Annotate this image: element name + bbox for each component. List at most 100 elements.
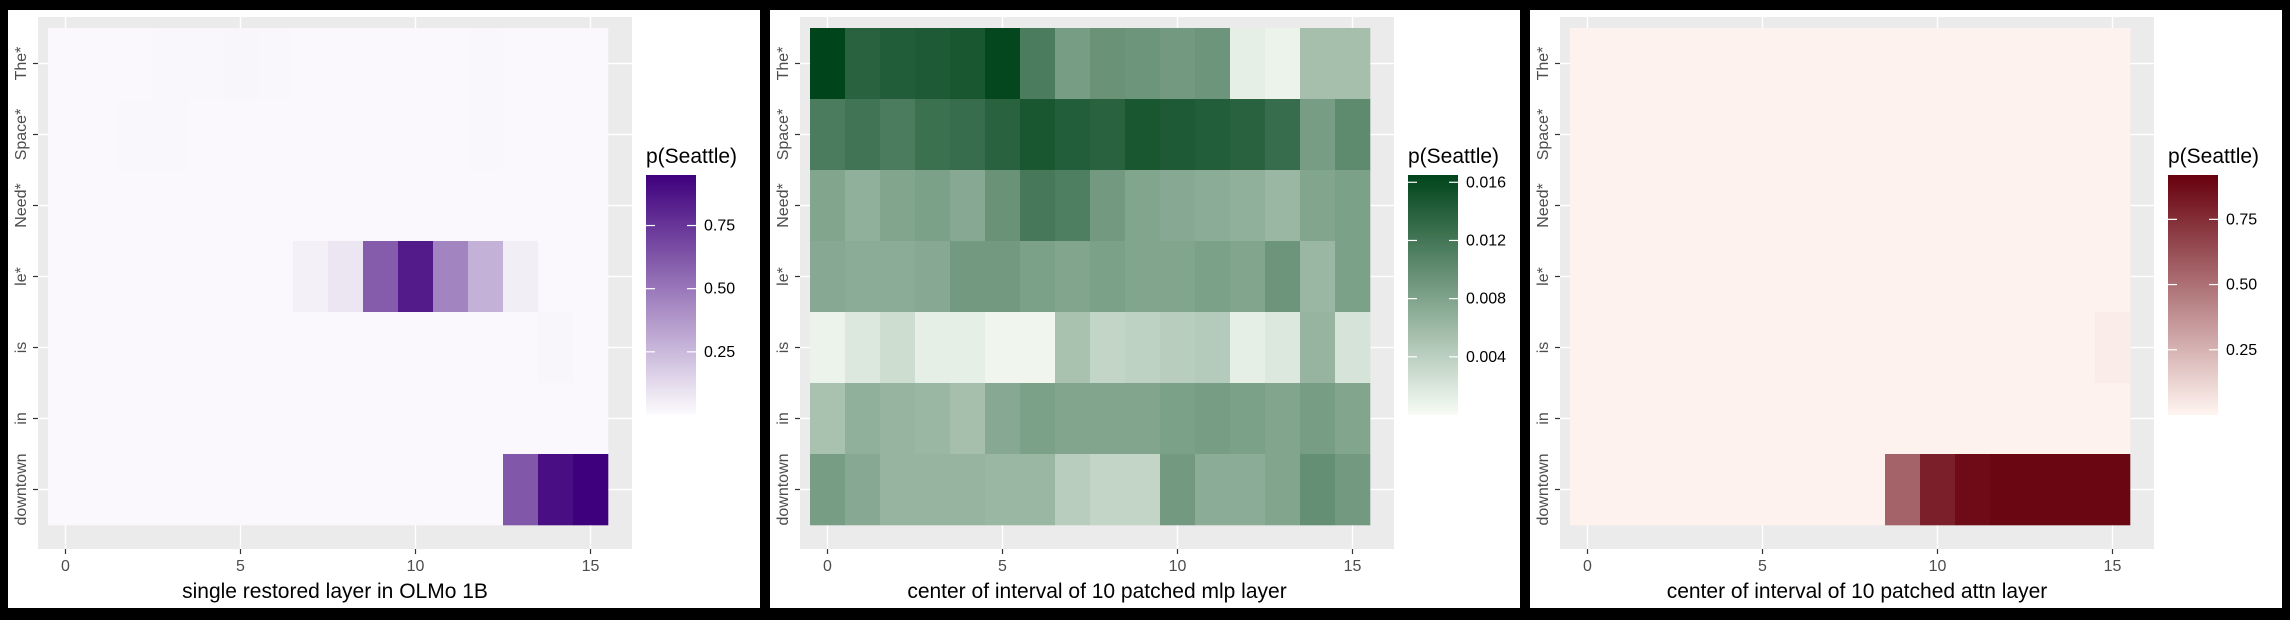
heatmap-cell: [538, 312, 574, 384]
heatmap-cell: [363, 99, 399, 171]
heatmap-cell: [1675, 28, 1711, 100]
heatmap-cell: [1850, 312, 1886, 384]
heatmap-cell: [363, 383, 399, 455]
heatmap-cell: [48, 312, 84, 384]
heatmap-cell: [1745, 383, 1781, 455]
heatmap-cell: [1640, 170, 1676, 242]
heatmap-cell: [2095, 170, 2131, 242]
x-axis: 0 5 10 15: [1583, 549, 2122, 575]
heatmap-cell: [573, 454, 609, 526]
heatmap-cell: [1920, 99, 1956, 171]
heatmap-cell: [363, 28, 399, 100]
heatmap-cell: [153, 241, 189, 313]
heatmap-cell: [398, 241, 434, 313]
heatmap-cell: [1605, 383, 1641, 455]
heatmap-cell: [258, 383, 294, 455]
x-tick-label: 0: [1583, 558, 1592, 575]
x-tick-label: 5: [998, 558, 1007, 575]
heatmap-cell: [1885, 99, 1921, 171]
heatmap-cell: [573, 170, 609, 242]
x-tick-label: 5: [236, 558, 245, 575]
heatmap-cell: [363, 241, 399, 313]
heatmap-cell: [433, 99, 469, 171]
x-tick-label: 0: [823, 558, 832, 575]
heatmap-cell: [1605, 170, 1641, 242]
heatmap-cell: [573, 28, 609, 100]
heatmap-cell: [2025, 241, 2061, 313]
heatmap-cell: [1195, 312, 1231, 384]
heatmap-cell: [1300, 383, 1336, 455]
x-axis-title: single restored layer in OLMo 1B: [182, 580, 488, 603]
heatmap-cell: [2060, 383, 2096, 455]
y-axis: The* Space* Need* le* is in downtown: [13, 47, 38, 526]
heatmap-cell: [188, 383, 224, 455]
heatmap-cell: [1265, 28, 1301, 100]
heatmap-cell: [1920, 312, 1956, 384]
heatmap-cell: [880, 28, 916, 100]
chart-group: 0 5 10 15 The* Space* Need* le* is in downtown sing…: [13, 17, 737, 603]
heatmap-cell: [1125, 99, 1161, 171]
heatmap-cell: [503, 28, 539, 100]
heatmap-cell: [915, 383, 951, 455]
heatmap-cell: [1990, 383, 2026, 455]
heatmap-cell: [1160, 28, 1196, 100]
heatmap-cell: [2025, 99, 2061, 171]
heatmap-cell: [188, 28, 224, 100]
heatmap-cell: [1020, 28, 1056, 100]
x-tick-label: 10: [1929, 558, 1947, 575]
heatmap-tiles: [810, 28, 1371, 526]
heatmap-cell: [1920, 383, 1956, 455]
legend-tick-label: 0.50: [704, 281, 735, 298]
heatmap-cell: [538, 99, 574, 171]
heatmap-cell: [1265, 383, 1301, 455]
heatmap-cell: [1815, 383, 1851, 455]
heatmap-cell: [1055, 241, 1091, 313]
heatmap-cell: [845, 454, 881, 526]
heatmap-cell: [1710, 99, 1746, 171]
heatmap-cell: [950, 312, 986, 384]
heatmap-cell: [328, 312, 364, 384]
heatmap-cell: [1710, 241, 1746, 313]
heatmap-cell: [223, 28, 259, 100]
heatmap-cell: [1335, 383, 1371, 455]
heatmap-cell: [1125, 454, 1161, 526]
heatmap-cell: [1160, 241, 1196, 313]
heatmap-cell: [468, 312, 504, 384]
heatmap-cell: [1955, 312, 1991, 384]
heatmap-cell: [1020, 383, 1056, 455]
heatmap-cell: [468, 99, 504, 171]
heatmap-cell: [223, 312, 259, 384]
legend-title: p(Seattle): [646, 145, 737, 168]
heatmap-cell: [223, 383, 259, 455]
chart-group: 0 5 10 15 The* Space* Need* le* is in downtown cent…: [1535, 17, 2259, 603]
heatmap-cell: [2060, 28, 2096, 100]
heatmap-cell: [1335, 312, 1371, 384]
heatmap-cell: [1745, 312, 1781, 384]
y-tick-label: Space*: [13, 109, 30, 161]
heatmap-cell: [1990, 241, 2026, 313]
heatmap-cell: [985, 241, 1021, 313]
heatmap-cell: [398, 170, 434, 242]
heatmap-cell: [2060, 170, 2096, 242]
heatmap-cell: [1090, 28, 1126, 100]
heatmap-cell: [433, 28, 469, 100]
heatmap-cell: [1815, 241, 1851, 313]
heatmap-cell: [153, 99, 189, 171]
heatmap-cell: [2025, 312, 2061, 384]
heatmap-cell: [950, 454, 986, 526]
heatmap-cell: [468, 28, 504, 100]
color-legend: p(Seattle) 0.25 0.50 0.75: [646, 145, 737, 415]
heatmap-cell: [845, 99, 881, 171]
heatmap-cell: [328, 99, 364, 171]
x-tick-label: 10: [407, 558, 425, 575]
heatmap-cell: [1745, 28, 1781, 100]
heatmap-cell: [810, 28, 846, 100]
heatmap-cell: [83, 454, 119, 526]
heatmap-cell: [328, 170, 364, 242]
heatmap-cell: [1885, 170, 1921, 242]
heatmap-cell: [1020, 454, 1056, 526]
heatmap-cell: [1990, 170, 2026, 242]
heatmap-cell: [223, 99, 259, 171]
heatmap-cell: [1335, 454, 1371, 526]
heatmap-cell: [538, 383, 574, 455]
